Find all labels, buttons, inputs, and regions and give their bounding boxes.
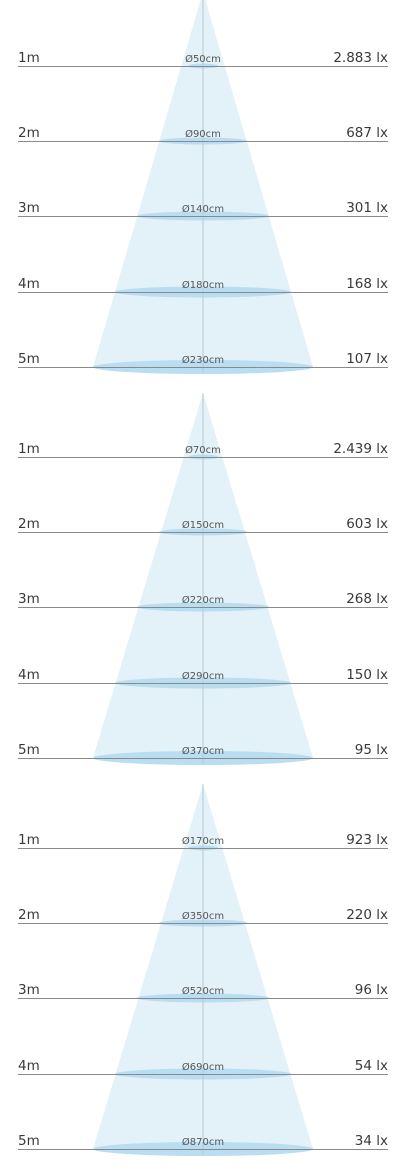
distance-label: 3m bbox=[18, 982, 40, 998]
beam-diameter-label: Ø870cm bbox=[181, 1137, 225, 1148]
distance-label: 1m bbox=[18, 50, 40, 66]
distance-label: 4m bbox=[18, 667, 40, 683]
distance-label: 5m bbox=[18, 1133, 40, 1149]
illuminance-label: 2.883 lx bbox=[333, 50, 388, 66]
beam-diameter-label: Ø690cm bbox=[181, 1062, 225, 1073]
distance-label: 5m bbox=[18, 351, 40, 367]
beam-diameter-label: Ø350cm bbox=[181, 911, 225, 922]
beam-cone-graphic bbox=[18, 784, 388, 1156]
illuminance-label: 603 lx bbox=[346, 516, 388, 532]
distance-label: 2m bbox=[18, 516, 40, 532]
distance-label: 4m bbox=[18, 276, 40, 292]
illuminance-label: 687 lx bbox=[346, 125, 388, 141]
distance-row: 4m Ø180cm 168 lx bbox=[0, 272, 406, 292]
distance-label: 1m bbox=[18, 441, 40, 457]
illuminance-label: 150 lx bbox=[346, 667, 388, 683]
distance-row: 5m Ø230cm 107 lx bbox=[0, 347, 406, 367]
beam-diameter-label: Ø290cm bbox=[181, 671, 225, 682]
beam-diameter-label: Ø70cm bbox=[185, 445, 221, 456]
illuminance-label: 168 lx bbox=[346, 276, 388, 292]
beam-panel-2: 1m Ø70cm 2.439 lx 2m Ø150cm 603 lx 3m Ø220cm 268… bbox=[0, 391, 406, 782]
distance-label: 2m bbox=[18, 125, 40, 141]
illuminance-label: 268 lx bbox=[346, 591, 388, 607]
illuminance-label: 301 lx bbox=[346, 200, 388, 216]
distance-row: 2m Ø150cm 603 lx bbox=[0, 512, 406, 532]
distance-label: 2m bbox=[18, 907, 40, 923]
distance-row: 3m Ø220cm 268 lx bbox=[0, 587, 406, 607]
distance-row: 4m Ø290cm 150 lx bbox=[0, 663, 406, 683]
beam-diameter-label: Ø230cm bbox=[181, 355, 225, 366]
illuminance-label: 107 lx bbox=[346, 351, 388, 367]
beam-diameter-label: Ø50cm bbox=[185, 54, 221, 65]
distance-row: 1m Ø170cm 923 lx bbox=[0, 828, 406, 848]
illuminance-label: 96 lx bbox=[354, 982, 388, 998]
distance-row: 1m Ø70cm 2.439 lx bbox=[0, 437, 406, 457]
beam-diameter-label: Ø170cm bbox=[181, 836, 225, 847]
illuminance-label: 54 lx bbox=[354, 1058, 388, 1074]
distance-label: 1m bbox=[18, 832, 40, 848]
distance-row: 2m Ø350cm 220 lx bbox=[0, 903, 406, 923]
illuminance-label: 34 lx bbox=[354, 1133, 388, 1149]
distance-row: 2m Ø90cm 687 lx bbox=[0, 121, 406, 141]
beam-diameter-label: Ø150cm bbox=[181, 520, 225, 531]
distance-row: 5m Ø870cm 34 lx bbox=[0, 1129, 406, 1149]
distance-row: 3m Ø520cm 96 lx bbox=[0, 978, 406, 998]
beam-diameter-label: Ø520cm bbox=[181, 986, 225, 997]
beam-cone-graphic bbox=[18, 0, 388, 374]
distance-label: 5m bbox=[18, 742, 40, 758]
beam-panel-1: 1m Ø50cm 2.883 lx 2m Ø90cm 687 lx 3m Ø140cm 301 … bbox=[0, 0, 406, 391]
distance-row: 3m Ø140cm 301 lx bbox=[0, 196, 406, 216]
illuminance-label: 220 lx bbox=[346, 907, 388, 923]
distance-label: 4m bbox=[18, 1058, 40, 1074]
beam-diameter-label: Ø140cm bbox=[181, 204, 225, 215]
distance-row: 4m Ø690cm 54 lx bbox=[0, 1054, 406, 1074]
beam-diameter-label: Ø90cm bbox=[185, 129, 221, 140]
distance-row: 5m Ø370cm 95 lx bbox=[0, 738, 406, 758]
beam-diameter-label: Ø370cm bbox=[181, 746, 225, 757]
illuminance-label: 923 lx bbox=[346, 832, 388, 848]
beam-panel-3: 1m Ø170cm 923 lx 2m Ø350cm 220 lx 3m Ø520cm 96 l… bbox=[0, 782, 406, 1173]
illuminance-label: 2.439 lx bbox=[333, 441, 388, 457]
beam-cone-graphic bbox=[18, 393, 388, 765]
distance-row: 1m Ø50cm 2.883 lx bbox=[0, 46, 406, 66]
distance-label: 3m bbox=[18, 591, 40, 607]
beam-diameter-label: Ø180cm bbox=[181, 280, 225, 291]
distance-label: 3m bbox=[18, 200, 40, 216]
illuminance-label: 95 lx bbox=[354, 742, 388, 758]
beam-diameter-label: Ø220cm bbox=[181, 595, 225, 606]
